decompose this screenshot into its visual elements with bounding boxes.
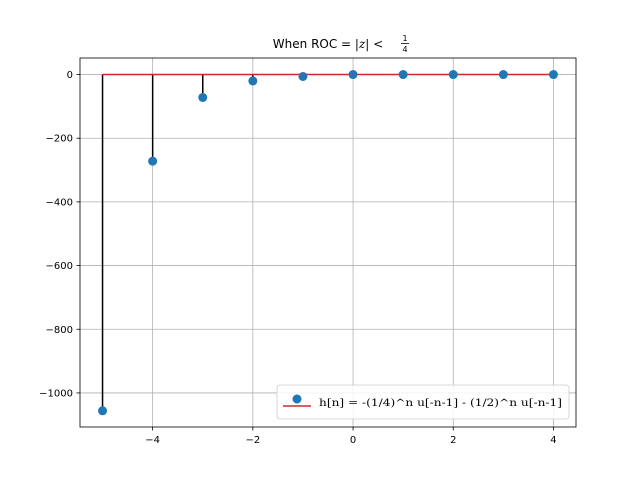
data-point bbox=[548, 70, 558, 80]
y-tick-label: −400 bbox=[46, 197, 73, 208]
title-fraction: 1 4 bbox=[401, 34, 409, 54]
y-tick-label: 0 bbox=[67, 70, 73, 81]
axes-frame bbox=[79, 57, 577, 428]
title-fraction-numerator: 1 bbox=[402, 34, 407, 43]
x-tick-label: 0 bbox=[350, 435, 356, 446]
markers bbox=[98, 70, 558, 416]
data-point bbox=[498, 70, 508, 80]
x-tick-label: −2 bbox=[245, 435, 260, 446]
data-point bbox=[248, 76, 258, 86]
y-tick-label: −600 bbox=[46, 261, 73, 272]
data-point bbox=[148, 156, 158, 166]
chart-title: When ROC = |z| < bbox=[273, 37, 383, 51]
x-tick-label: −4 bbox=[145, 435, 160, 446]
y-axis-ticks: 0 −200 −400 −600 −800 −1000 bbox=[39, 70, 80, 399]
y-tick-label: −1000 bbox=[39, 388, 73, 399]
legend-label: h[n] = -(1/4)^n u[-n-1] - (1/2)^n u[-n-1… bbox=[319, 398, 562, 409]
data-point bbox=[298, 71, 308, 81]
data-point bbox=[348, 70, 358, 80]
legend: h[n] = -(1/4)^n u[-n-1] - (1/2)^n u[-n-1… bbox=[276, 384, 570, 420]
grid bbox=[80, 58, 576, 427]
y-tick-label: −200 bbox=[46, 134, 73, 145]
legend-box bbox=[276, 384, 570, 420]
data-point bbox=[198, 92, 208, 102]
data-point bbox=[448, 70, 458, 80]
data-point bbox=[98, 406, 108, 416]
x-tick-label: 4 bbox=[550, 435, 556, 446]
legend-marker bbox=[292, 394, 302, 404]
y-tick-label: −800 bbox=[46, 325, 73, 336]
x-tick-label: 2 bbox=[450, 435, 456, 446]
stem-lines bbox=[101, 74, 304, 411]
title-fraction-denominator: 4 bbox=[402, 45, 407, 54]
x-axis-ticks: −4 −2 0 2 4 bbox=[145, 427, 557, 446]
data-point bbox=[398, 70, 408, 80]
